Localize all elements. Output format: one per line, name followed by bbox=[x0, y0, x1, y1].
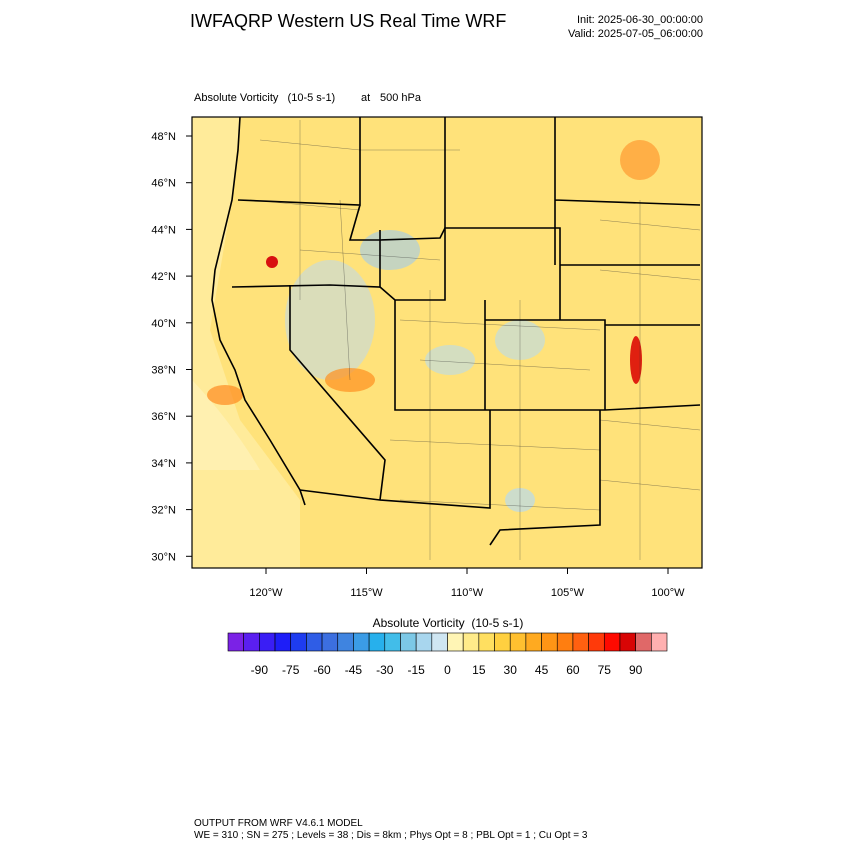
colorbar-box bbox=[227, 632, 244, 652]
colorbar-label: 0 bbox=[444, 663, 451, 677]
colorbar-box bbox=[353, 632, 370, 652]
colorbar-label: -60 bbox=[313, 663, 331, 677]
colorbar-box bbox=[400, 632, 417, 652]
lon-label: 120°W bbox=[249, 587, 283, 599]
init-time: Init: 2025-06-30_00:00:00 bbox=[577, 14, 703, 26]
valid-time: Valid: 2025-07-05_06:00:00 bbox=[568, 28, 703, 40]
level-label: 500 hPa bbox=[380, 92, 422, 104]
colorbar-box bbox=[651, 632, 668, 652]
colorbar-box bbox=[243, 632, 260, 652]
colorbar-box bbox=[494, 632, 511, 652]
colorbar-box bbox=[415, 632, 433, 652]
colorbar-title: Absolute Vorticity (10-5 s-1) bbox=[373, 616, 524, 630]
map-frame bbox=[191, 116, 703, 569]
colorbar-label: 60 bbox=[566, 663, 580, 677]
footer-line: WE = 310 ; SN = 275 ; Levels = 38 ; Dis … bbox=[194, 830, 588, 841]
lat-label: 34°N bbox=[151, 458, 176, 470]
colorbar-box bbox=[572, 632, 589, 652]
colorbar-label: 30 bbox=[504, 663, 518, 677]
lon-axis: 120°W 115°W 110°W 105°W 100°W bbox=[249, 568, 685, 599]
colorbar-box bbox=[556, 632, 574, 652]
colorbar-box bbox=[274, 632, 292, 652]
map bbox=[191, 116, 703, 569]
colorbar-box bbox=[368, 632, 386, 652]
colorbar-box bbox=[290, 632, 307, 652]
colorbar-label: 45 bbox=[535, 663, 549, 677]
colorbar-box bbox=[447, 632, 464, 652]
colorbar-box bbox=[259, 632, 276, 652]
colorbar-label: 75 bbox=[598, 663, 612, 677]
lon-label: 105°W bbox=[551, 587, 585, 599]
colorbar-label: -75 bbox=[282, 663, 300, 677]
colorbar-box bbox=[588, 632, 605, 652]
lat-label: 32°N bbox=[151, 505, 176, 517]
colorbar-box bbox=[525, 632, 542, 652]
colorbar-box bbox=[603, 632, 621, 652]
lon-label: 110°W bbox=[451, 587, 484, 599]
colorbar-box bbox=[541, 632, 558, 652]
colorbar-label: -15 bbox=[407, 663, 425, 677]
colorbar-label: -30 bbox=[376, 663, 394, 677]
colorbar-box bbox=[384, 632, 401, 652]
colorbar-box bbox=[635, 632, 652, 652]
lon-label: 100°W bbox=[651, 587, 685, 599]
at-label: at bbox=[361, 92, 370, 104]
colorbar-box bbox=[462, 632, 480, 652]
colorbar-box bbox=[337, 632, 354, 652]
footer-line: OUTPUT FROM WRF V4.6.1 MODEL bbox=[194, 818, 363, 829]
colorbar-box bbox=[478, 632, 495, 652]
colorbar-box bbox=[509, 632, 527, 652]
lat-label: 38°N bbox=[151, 365, 176, 377]
lat-label: 30°N bbox=[151, 551, 176, 563]
colorbar-label: -45 bbox=[345, 663, 363, 677]
lat-label: 40°N bbox=[151, 318, 176, 330]
colorbar-label: -90 bbox=[251, 663, 269, 677]
lat-label: 44°N bbox=[151, 224, 176, 236]
colorbar-box bbox=[321, 632, 339, 652]
colorbar-label: 15 bbox=[472, 663, 486, 677]
lat-label: 42°N bbox=[151, 271, 176, 283]
lat-axis: 48°N 46°N 44°N 42°N 40°N 38°N 36°N 34°N 32°N 30°N bbox=[151, 131, 192, 563]
colorbar-box bbox=[431, 632, 448, 652]
lat-label: 36°N bbox=[151, 411, 176, 423]
lat-label: 48°N bbox=[151, 131, 176, 143]
colorbar-box bbox=[306, 632, 323, 652]
lat-label: 46°N bbox=[151, 178, 176, 190]
colorbar-box bbox=[619, 632, 636, 652]
colorbar: -90 -75 -60 -45 -30 -15 0 15 30 45 60 75 90 bbox=[227, 632, 668, 677]
colorbar-label: 90 bbox=[629, 663, 643, 677]
field-label: Absolute Vorticity (10-5 s-1) bbox=[194, 92, 335, 104]
title: IWFAQRP Western US Real Time WRF bbox=[190, 11, 506, 31]
lon-label: 115°W bbox=[350, 587, 383, 599]
